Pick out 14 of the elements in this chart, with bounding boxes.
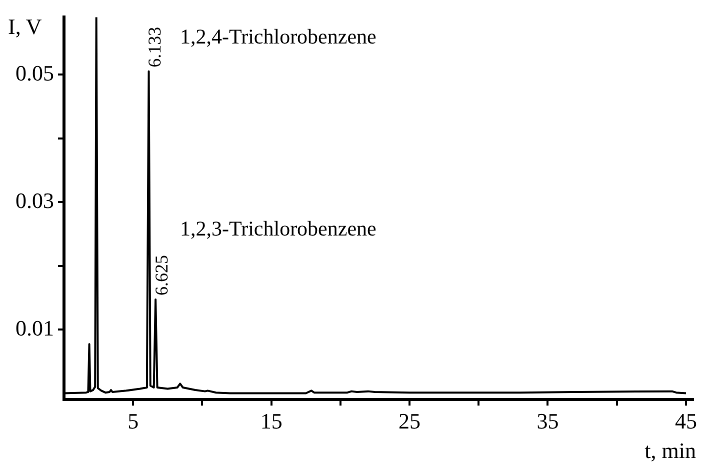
y-axis-title: I, V	[8, 14, 42, 39]
y-tick-label: 0.01	[16, 315, 54, 340]
x-tick-label: 45	[674, 408, 697, 434]
y-tick-label: 0.03	[16, 188, 54, 213]
x-axis-title: t, min	[644, 438, 696, 463]
annotation: 6.133	[144, 26, 164, 68]
x-tick-label: 25	[398, 408, 421, 434]
annotation: 1,2,3-Trichlorobenzene	[180, 216, 376, 241]
x-tick-label: 5	[128, 408, 139, 434]
annotation: 1,2,4-Trichlorobenzene	[180, 24, 376, 49]
annotation: 6.625	[151, 255, 172, 296]
x-tick-label: 35	[536, 408, 559, 434]
x-tick-label: 15	[260, 408, 282, 434]
y-tick-label: 0.05	[16, 60, 54, 86]
